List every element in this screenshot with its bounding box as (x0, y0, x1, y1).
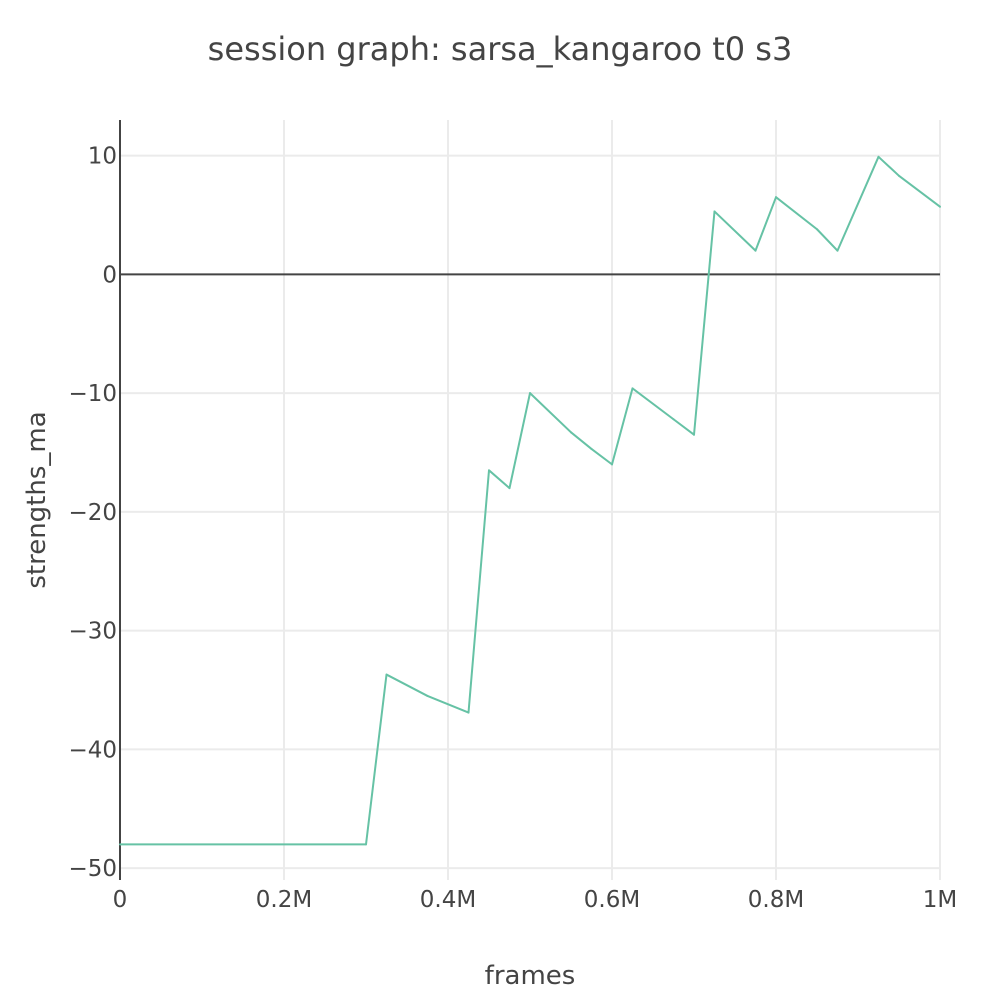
data-point (529, 392, 531, 395)
data-point (672, 418, 675, 421)
data-point (775, 196, 777, 199)
axes (119, 120, 940, 880)
x-tick-label: 0.6M (584, 887, 640, 913)
data-point (754, 249, 757, 252)
y-tick-label: −30 (68, 619, 117, 645)
y-tick-label: 0 (102, 262, 117, 288)
x-tick-label: 0 (113, 887, 128, 913)
data-point (611, 463, 613, 466)
y-tick-label: −40 (68, 737, 117, 763)
chart-title: session graph: sarsa_kangaroo t0 s3 (208, 30, 793, 68)
data-point (693, 433, 695, 436)
y-tick-label: −20 (68, 500, 117, 526)
data-point (631, 387, 634, 390)
grid (120, 120, 941, 880)
data-point (816, 228, 818, 231)
series-layer (119, 155, 941, 846)
data-point (365, 843, 367, 846)
data-point (467, 711, 470, 714)
data-point (590, 447, 593, 450)
data-point (939, 205, 941, 208)
y-axis-title: strengths_ma (22, 411, 52, 588)
x-axis-title: frames (485, 961, 576, 991)
x-tick-label: 0.4M (420, 887, 476, 913)
data-point (488, 469, 490, 472)
x-tick-label: 0.2M (256, 887, 312, 913)
data-point (836, 249, 839, 252)
data-point (877, 155, 880, 158)
data-point (713, 210, 716, 213)
data-point (898, 174, 900, 177)
tick-labels: 0 0.2M 0.4M 0.6M 0.8M 1M 10 0 −10 −20 −30 −40 −50 (68, 144, 957, 913)
data-point (119, 843, 121, 846)
data-point (570, 431, 572, 434)
series-line (120, 155, 941, 846)
data-point (508, 487, 511, 490)
x-tick-label: 1M (923, 887, 957, 913)
y-tick-label: −10 (68, 381, 117, 407)
y-tick-label: −50 (68, 856, 117, 882)
data-point (426, 694, 429, 697)
y-tick-label: 10 (88, 144, 117, 170)
x-tick-label: 0.8M (748, 887, 804, 913)
data-point (385, 673, 388, 676)
